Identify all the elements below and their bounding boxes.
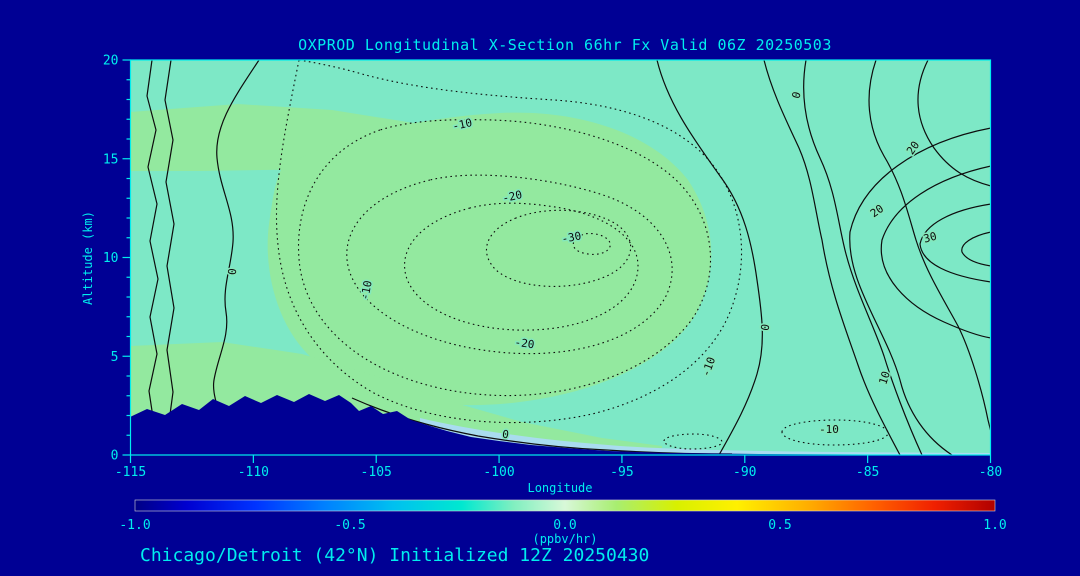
colorbar-tick-label: -1.0 <box>119 518 150 533</box>
colorbar-tick-labels: -1.0 -0.5 0.0 0.5 1.0 <box>119 518 1006 533</box>
contour-pos20-top-right <box>917 60 991 187</box>
y-tick-label: 0 <box>111 449 119 464</box>
colorbar-tick-label: 0.5 <box>768 518 791 533</box>
contour-pos10-arc <box>849 127 991 455</box>
contour-pos10-right <box>803 60 923 455</box>
figure-title: OXPROD Longitudinal X-Section 66hr Fx Va… <box>298 36 832 54</box>
contour-pos15-right <box>868 60 991 433</box>
x-tick-label: -95 <box>610 465 633 480</box>
terrain-silhouette <box>130 394 991 455</box>
contour-label: -10 <box>451 116 473 133</box>
contour-left-secondary <box>164 60 175 423</box>
y-axis-label: Altitude (km) <box>81 211 95 305</box>
y-axis-ticks: 0 5 10 15 20 <box>103 54 131 464</box>
x-tick-label: -110 <box>238 465 269 480</box>
y-tick-label: 10 <box>103 251 119 266</box>
contour-pos35-arc <box>961 231 991 267</box>
contour-label: 0 <box>226 268 240 276</box>
x-axis-label: Longitude <box>527 481 592 495</box>
y-tick-label: 5 <box>111 350 119 365</box>
colorbar-tick-label: -0.5 <box>334 518 365 533</box>
contour-label: -20 <box>514 336 535 352</box>
contour-label: -30 <box>560 229 582 245</box>
colorbar-gradient-bar <box>134 499 996 512</box>
colorbar-tick-label: 0.0 <box>553 518 576 533</box>
contour-lines <box>130 60 991 455</box>
colorbar-tick-label: 1.0 <box>983 518 1006 533</box>
contour-label: -10 <box>358 279 374 301</box>
x-axis-ticks: -115 -110 -105 -100 -95 -90 -85 -80 <box>115 455 1002 480</box>
contour-label: 10 <box>876 370 892 387</box>
contour-zero-far-left <box>146 60 159 455</box>
field-green-central <box>267 112 712 406</box>
y-tick-label: 15 <box>103 152 119 167</box>
contour-label: 0 <box>759 323 773 332</box>
x-tick-label: -80 <box>979 465 1002 480</box>
contour-pos20-arc <box>880 165 991 339</box>
x-tick-label: -115 <box>115 465 146 480</box>
colorbar: -1.0 -0.5 0.0 0.5 1.0 (ppbv/hr) <box>119 499 1007 546</box>
contour-pos5-right <box>763 60 901 455</box>
x-tick-label: -100 <box>483 465 514 480</box>
contour-label: 0 <box>501 428 509 442</box>
figure-footer: Chicago/Detroit (42°N) Initialized 12Z 2… <box>140 545 649 566</box>
colorbar-units-label: (ppbv/hr) <box>532 532 597 546</box>
contour-neg20 <box>346 174 673 355</box>
contour-label: -10 <box>819 423 839 436</box>
contour-pos30-arc <box>919 203 991 283</box>
contour-zero-left <box>212 60 260 455</box>
y-tick-label: 20 <box>103 54 119 69</box>
field-shading <box>130 60 991 455</box>
contour-zero-right <box>656 60 763 455</box>
field-blue-surface-band <box>420 418 990 455</box>
contour-label: -20 <box>501 188 523 205</box>
contour-label: 30 <box>922 230 938 246</box>
x-tick-label: -85 <box>856 465 879 480</box>
contour-neg35-core <box>572 232 611 255</box>
x-tick-label: -90 <box>733 465 756 480</box>
x-tick-label: -105 <box>361 465 392 480</box>
contour-neg30 <box>486 209 632 287</box>
